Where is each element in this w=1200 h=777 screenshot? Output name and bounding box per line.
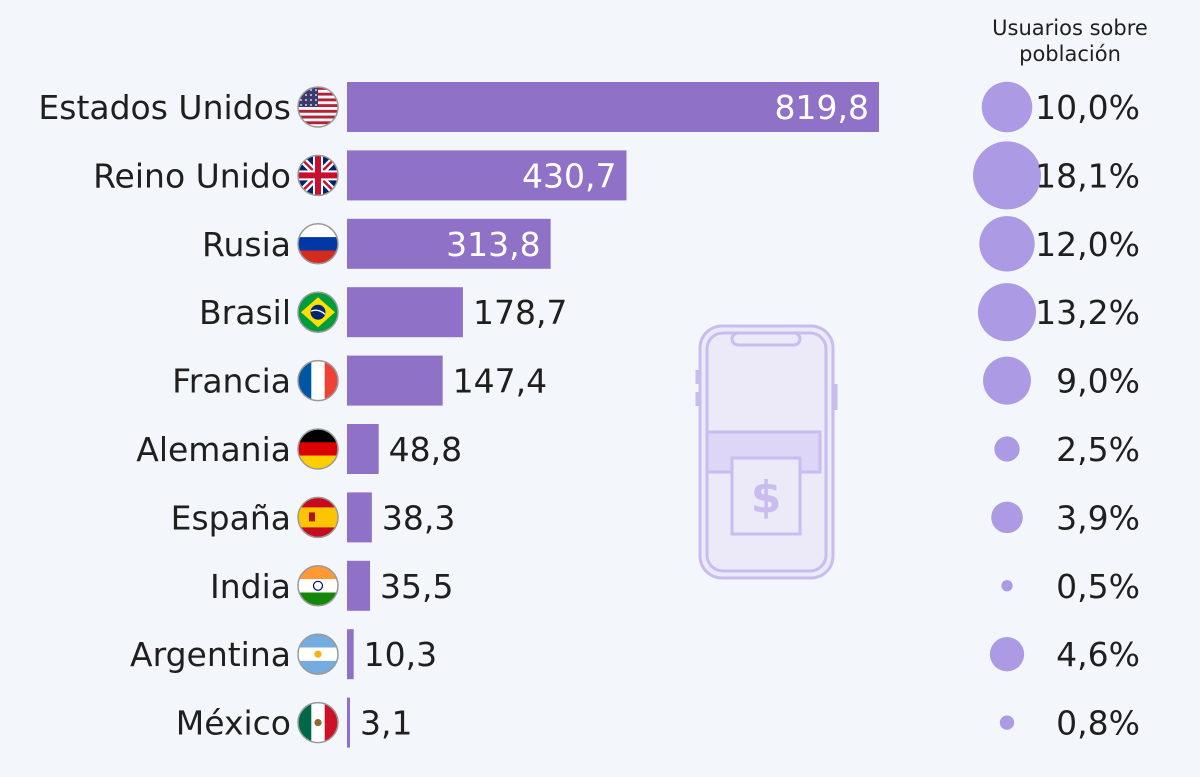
bubble [983,356,1031,405]
value-label: 147,4 [453,362,547,401]
value-label: 10,3 [364,635,437,674]
category-label: Brasil [199,293,291,332]
value-label: 819,8 [775,88,869,127]
bubble [977,283,1037,342]
category-label: India [210,567,291,606]
category-label: Estados Unidos [38,88,291,127]
germany-flag-icon [297,428,339,470]
bubble-label: 0,5% [1056,567,1140,606]
value-label: 35,5 [380,567,453,606]
argentina-flag-icon [297,633,339,675]
us-flag-icon [297,86,339,128]
bubble-label: 0,8% [1056,704,1140,743]
france-flag-icon [297,359,339,402]
category-label: México [176,704,291,743]
india-flag-icon [297,565,339,607]
bar [347,492,372,543]
bubble [994,436,1020,462]
bubble-series-title-line1: Usuarios sobre población [992,16,1148,66]
bubble [973,141,1041,210]
bubble-label: 3,9% [1056,498,1140,537]
category-label: Argentina [130,635,291,674]
bubble [989,637,1025,672]
svg-text:$: $ [751,472,782,523]
bar [347,560,371,611]
mexico-flag-icon [297,701,339,744]
bubble [991,501,1023,534]
russia-flag-icon [297,223,339,265]
bubble-label: 18,1% [1035,156,1140,195]
smartphone-payment-icon: $ [695,324,838,580]
bubble-label: 12,0% [1035,225,1140,264]
value-label: 3,1 [360,704,412,743]
category-label: Reino Unido [93,156,291,195]
bar [347,82,879,132]
category-label: Rusia [202,225,291,264]
bar [347,218,551,269]
bar [347,150,627,201]
bar [347,697,350,748]
category-label: España [171,498,291,537]
bar [347,287,463,338]
bubble-label: 10,0% [1035,88,1140,127]
bubble [999,715,1015,730]
uk-flag-icon [297,154,339,197]
value-label: 48,8 [389,430,462,469]
bubble-label: 4,6% [1056,635,1140,674]
bar [347,629,354,680]
value-label: 38,3 [382,498,455,537]
bubble [1001,580,1013,592]
bubble [979,216,1035,272]
category-label: Alemania [136,430,291,469]
bar [347,424,379,474]
bubble-label: 2,5% [1056,430,1140,469]
category-label: Francia [172,362,291,401]
brazil-flag-icon [297,291,339,333]
value-label: 313,8 [446,225,540,264]
bar [347,355,443,406]
bubble [981,81,1033,133]
bubble-label: 9,0% [1056,362,1140,401]
value-label: 178,7 [473,293,567,332]
value-label: 430,7 [522,156,616,195]
bubble-label: 13,2% [1035,293,1140,332]
spain-flag-icon [297,496,339,539]
